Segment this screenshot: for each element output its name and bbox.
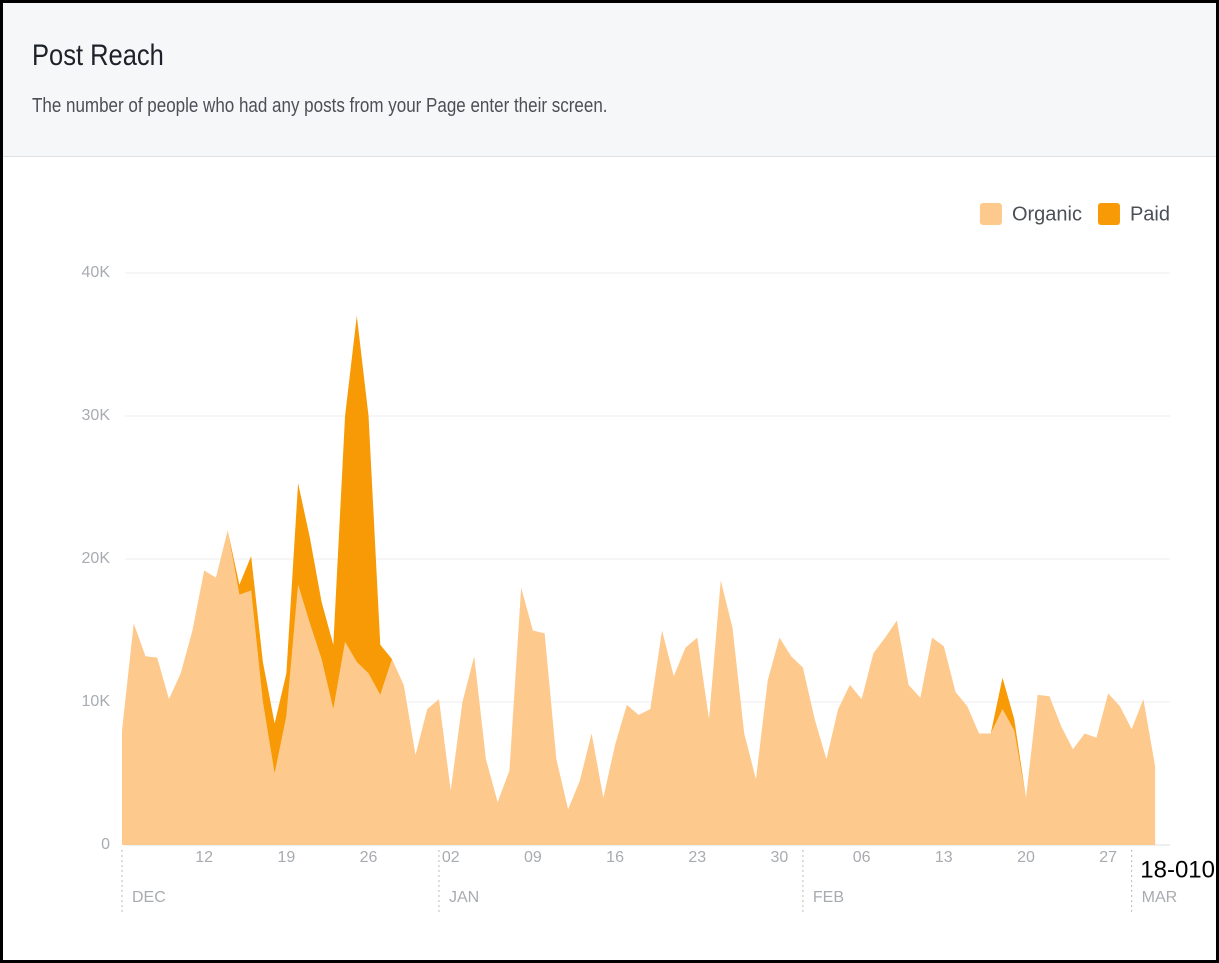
x-tick-label: 06 [853, 849, 871, 866]
x-tick-label: 23 [688, 849, 706, 866]
card-subtitle: The number of people who had any posts f… [32, 95, 608, 117]
x-tick-label: 26 [360, 849, 378, 866]
card-header: Post Reach The number of people who had … [3, 3, 1216, 157]
y-tick-label: 30K [82, 407, 111, 424]
x-tick-label: 02 [442, 849, 460, 866]
y-tick-label: 20K [82, 550, 111, 567]
x-tick-label: 30 [771, 849, 789, 866]
month-label: DEC [132, 889, 166, 906]
legend-swatch [979, 203, 1002, 225]
legend-swatch [1097, 203, 1120, 225]
area-organic [122, 530, 1156, 845]
x-tick-label: 16 [606, 849, 624, 866]
month-label: MAR [1142, 889, 1178, 906]
x-tick-label: 20 [1017, 849, 1035, 866]
legend-label: Organic [1012, 203, 1082, 225]
y-tick-label: 10K [82, 693, 111, 710]
x-tick-label: 19 [277, 849, 295, 866]
card-title: Post Reach [32, 39, 164, 72]
annotation: 18-010 [1140, 856, 1215, 883]
x-tick-label: 12 [195, 849, 213, 866]
x-tick-label: 27 [1099, 849, 1117, 866]
month-label: FEB [813, 889, 844, 906]
legend-label: Paid [1130, 203, 1170, 225]
y-tick-label: 0 [101, 836, 110, 853]
y-tick-label: 40K [82, 264, 111, 281]
month-label: JAN [449, 889, 479, 906]
x-tick-label: 09 [524, 849, 542, 866]
area-paid [122, 315, 1156, 810]
x-tick-label: 13 [935, 849, 953, 866]
chart: 0 10K 20K 30K 40K 12 19 26 02 09 16 23 30 06 13 20 27 DEC… [82, 203, 1215, 915]
